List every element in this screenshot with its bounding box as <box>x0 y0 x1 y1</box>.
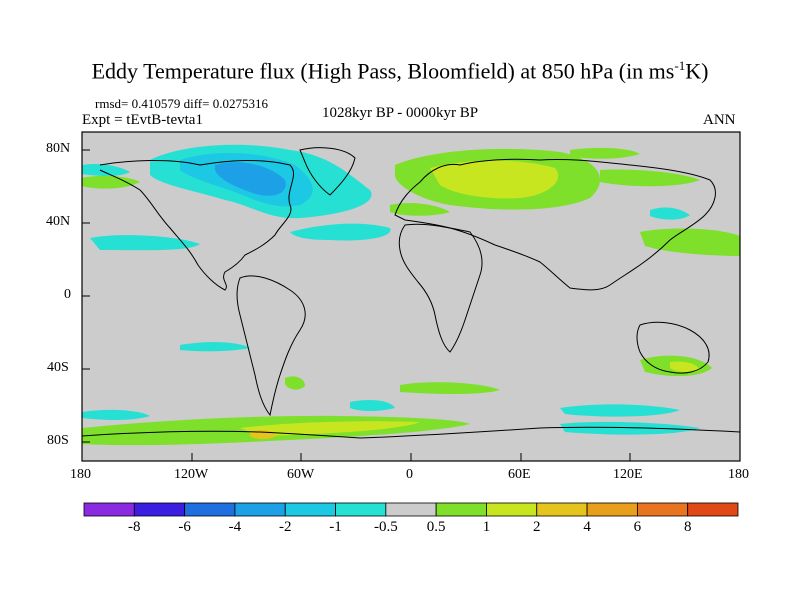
colorbar-label: 0.5 <box>426 519 446 535</box>
colorbar-label: 6 <box>633 519 642 535</box>
colorbar-box <box>586 502 638 517</box>
colorbar <box>83 502 739 517</box>
cyan-region-atlantic <box>290 223 391 241</box>
season-label: ANN <box>703 112 736 128</box>
green-region-arctic-east <box>570 147 640 159</box>
title-superscript: -1 <box>674 58 686 73</box>
lat-label-80s: 80S <box>47 433 69 448</box>
colorbar-label: 1 <box>482 519 491 535</box>
coastline-eurasia <box>394 158 716 291</box>
lon-label-180e: 180 <box>728 467 749 482</box>
coastlines <box>82 147 740 439</box>
colorbar-label: -1 <box>329 519 342 535</box>
colorbar-box <box>687 502 739 517</box>
colorbar-label: 4 <box>583 519 591 535</box>
cyan-region-east-asia <box>650 207 690 220</box>
colorbar-label: -4 <box>228 519 242 535</box>
colorbar-box <box>385 502 437 517</box>
coastline-australia <box>636 321 710 374</box>
colorbar-box <box>536 502 588 517</box>
title-tail: K) <box>685 58 709 84</box>
yellow-band-southern-ocean <box>240 421 420 436</box>
coastline-africa <box>398 223 483 353</box>
title-text: Eddy Temperature flux (High Pass, Bloomf… <box>91 58 675 84</box>
coastline-south-america <box>236 275 306 417</box>
lon-label-0: 0 <box>406 467 413 482</box>
experiment-label: Expt = tEvtB-tevta1 <box>82 112 203 128</box>
tick-marks <box>81 149 741 461</box>
blue-region <box>215 162 286 196</box>
colorbar-box <box>486 502 538 517</box>
colorbar-label: 8 <box>683 519 692 535</box>
chart-title: Eddy Temperature flux (High Pass, Bloomf… <box>0 58 800 84</box>
colorbar-box <box>83 502 135 517</box>
cyan-region-north-pacific <box>82 163 130 176</box>
green-region-north-pacific <box>82 175 140 189</box>
green-region-south-america <box>285 376 305 390</box>
lon-label-120e: 120E <box>613 467 643 482</box>
lon-label-180w: 180 <box>70 467 91 482</box>
colorbar-box <box>184 502 236 517</box>
lat-label-40n: 40N <box>46 214 71 229</box>
colorbar-box <box>335 502 387 517</box>
colorbar-box <box>435 502 487 517</box>
coastline-north-america <box>99 159 295 291</box>
green-region-atlantic <box>390 202 450 216</box>
lat-label-0: 0 <box>64 287 71 302</box>
cyan-region-south-pacific <box>82 409 150 420</box>
cyan-region-southern-ocean-east <box>560 404 680 417</box>
green-region-japan <box>640 228 740 256</box>
period-label: 1028kyr BP - 0000kyr BP <box>322 105 479 121</box>
stats-label: rmsd= 0.410579 diff= 0.0275316 <box>95 96 268 111</box>
coastline-antarctica <box>82 426 740 439</box>
yellow-region-eurasia <box>430 160 559 199</box>
colorbar-label: -2 <box>278 519 292 535</box>
coastline-greenland <box>299 147 356 196</box>
colorbar-label: -0.5 <box>373 519 398 535</box>
yellow-region-australia <box>670 361 700 373</box>
green-region-siberia <box>600 169 700 187</box>
colorbar-box <box>133 502 186 517</box>
lon-label-60w: 60W <box>287 467 315 482</box>
lon-label-120w: 120W <box>174 467 209 482</box>
colorbar-label: -6 <box>178 519 191 535</box>
colorbar-box <box>234 502 286 517</box>
colorbar-label: -8 <box>128 519 141 535</box>
lat-label-40s: 40S <box>47 360 69 375</box>
colorbar-box <box>284 502 336 517</box>
colorbar-label: 2 <box>533 519 541 535</box>
green-region-south-atlantic <box>400 382 500 394</box>
cyan-region-west <box>90 235 200 251</box>
cyan-region-southwest-pacific <box>180 342 250 352</box>
lat-label-80n: 80N <box>46 141 71 156</box>
colorbar-box <box>636 502 689 517</box>
cyan-region-south-atlantic <box>350 400 395 411</box>
lon-label-60e: 60E <box>508 467 531 482</box>
contour-fields <box>82 144 740 446</box>
